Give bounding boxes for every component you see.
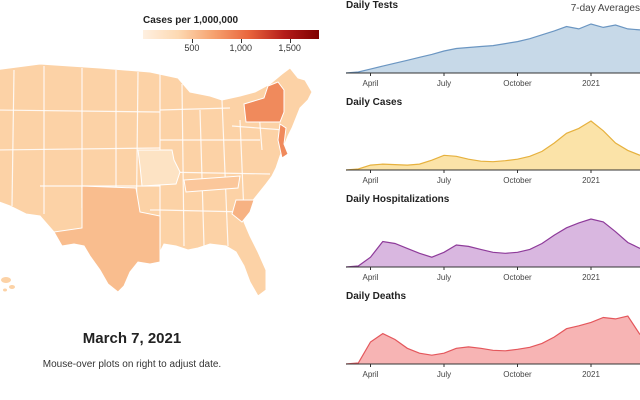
chart-plot[interactable]: April July October 2021 (330, 0, 640, 97)
legend-tick-label: 500 (184, 43, 200, 53)
series-line (345, 315, 640, 365)
x-tick-label: April (362, 273, 378, 282)
map-panel: Cases per 1,000,000 500 1,000 1,500 March … (0, 0, 330, 370)
chart-title: Daily Cases (346, 97, 403, 108)
x-tick-label: April (362, 370, 378, 379)
state-hawaii-island (9, 285, 15, 289)
current-date: March 7, 2021 (82, 330, 182, 347)
x-tick-label: October (503, 370, 532, 379)
chart-plot[interactable]: April July October 2021 (330, 194, 640, 291)
chart-title: Daily Hospitalizations (346, 194, 450, 205)
legend-tick-mark (289, 39, 291, 43)
series-line (345, 23, 640, 74)
x-tick-label: July (437, 79, 451, 88)
state-missouri[interactable] (137, 149, 181, 187)
state-border (0, 109, 161, 113)
chart-daily-tests[interactable]: April July October 2021 Daily Tests (330, 0, 640, 97)
charts-panel: 7-day Averages April July October 2021 Daily… (330, 0, 640, 400)
x-tick-label: October (503, 79, 532, 88)
series-line (345, 120, 640, 171)
x-tick-label: July (437, 370, 451, 379)
legend-tick-mark (191, 39, 193, 43)
state-border (239, 119, 245, 215)
state-border (11, 69, 15, 207)
chart-daily-hospitalizations[interactable]: April July October 2021 Daily Hospitalizatio… (330, 194, 640, 291)
series-area (346, 316, 640, 364)
x-tick-label: April (362, 79, 378, 88)
state-hawaii-island (1, 277, 11, 283)
chart-plot[interactable]: April July October 2021 (330, 97, 640, 194)
legend-gradient (143, 30, 319, 39)
us-choropleth-map[interactable] (0, 0, 330, 320)
series-line (345, 218, 640, 268)
series-area (346, 121, 640, 170)
series-area (346, 24, 640, 73)
state-border (221, 99, 229, 247)
averages-label: 7-day Averages (570, 3, 640, 14)
chart-title: Daily Deaths (346, 291, 407, 302)
legend-color-bar (143, 30, 319, 39)
chart-daily-cases[interactable]: April July October 2021 Daily Cases (330, 97, 640, 194)
x-tick-label: 2021 (582, 176, 600, 185)
state-border (0, 147, 161, 151)
x-tick-label: October (503, 176, 532, 185)
chart-plot[interactable]: April July October 2021 (330, 291, 640, 388)
state-new-jersey[interactable] (277, 123, 289, 159)
x-tick-label: 2021 (582, 79, 600, 88)
x-tick-label: 2021 (582, 273, 600, 282)
series-area (346, 219, 640, 267)
state-tennessee[interactable] (183, 175, 241, 193)
legend-tick-label: 1,500 (278, 43, 301, 53)
x-tick-label: April (362, 176, 378, 185)
legend-title: Cases per 1,000,000 (143, 15, 239, 26)
state-texas[interactable] (53, 185, 161, 293)
state-new-york[interactable] (243, 81, 285, 123)
state-hawaii-island (3, 288, 7, 292)
state-border (231, 125, 285, 131)
instruction-text: Mouse-over plots on right to adjust date… (42, 359, 222, 370)
legend-tick-mark (240, 39, 242, 43)
state-border (181, 83, 185, 247)
x-tick-label: October (503, 273, 532, 282)
x-tick-label: July (437, 273, 451, 282)
state-border (199, 109, 205, 247)
x-tick-label: 2021 (582, 370, 600, 379)
state-border (159, 107, 231, 111)
chart-daily-deaths[interactable]: April July October 2021 Daily Deaths (330, 291, 640, 388)
chart-title: Daily Tests (346, 0, 399, 11)
state-south-carolina[interactable] (231, 199, 255, 223)
x-tick-label: July (437, 176, 451, 185)
legend-tick-label: 1,000 (229, 43, 253, 53)
